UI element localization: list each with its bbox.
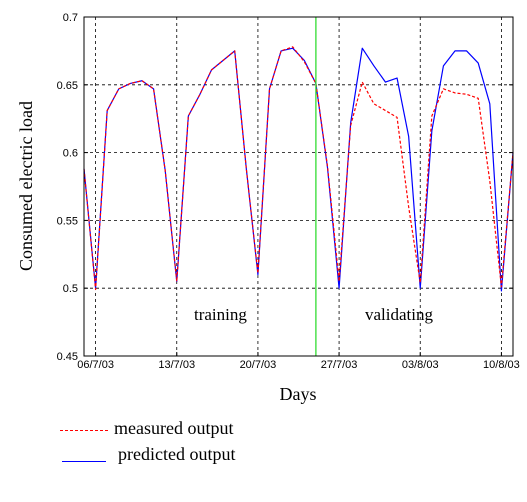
grid — [84, 17, 513, 356]
plot-area — [84, 17, 513, 356]
plot-frame — [83, 16, 514, 357]
x-tick-label: 27/7/03 — [321, 359, 358, 371]
y-axis-label: Consumed electric load — [16, 101, 36, 271]
y-tick-label: 0.65 — [57, 80, 78, 92]
ticks: 0.45 0.5 0.55 0.6 0.65 0.7 06/7/03 13/7/03 20/7/… — [57, 12, 520, 371]
y-tick-label: 0.55 — [57, 215, 78, 227]
chart: 0.45 0.5 0.55 0.6 0.65 0.7 06/7/03 13/7/03 20/7/… — [16, 12, 520, 404]
x-tick-label: 06/7/03 — [77, 359, 114, 371]
legend-label-measured: measured output — [114, 418, 234, 438]
legend-swatch-predicted — [62, 461, 106, 462]
x-tick-label: 13/7/03 — [158, 359, 195, 371]
legend-swatch-measured — [60, 430, 108, 431]
annotation-training: training — [194, 305, 247, 324]
y-tick-label: 0.5 — [63, 283, 78, 295]
series-line-measured-output — [83, 46, 514, 291]
legend-label-predicted: predicted output — [118, 444, 236, 464]
annotation-validating: validating — [365, 305, 433, 324]
x-axis-label: Days — [280, 384, 317, 404]
series-layer — [83, 46, 514, 292]
y-tick-label: 0.6 — [63, 148, 78, 160]
x-tick-label: 03/8/03 — [402, 359, 439, 371]
x-tick-label: 20/7/03 — [240, 359, 277, 371]
y-tick-label: 0.45 — [57, 351, 78, 363]
x-tick-label: 10/8/03 — [483, 359, 520, 371]
y-tick-label: 0.7 — [63, 12, 78, 24]
